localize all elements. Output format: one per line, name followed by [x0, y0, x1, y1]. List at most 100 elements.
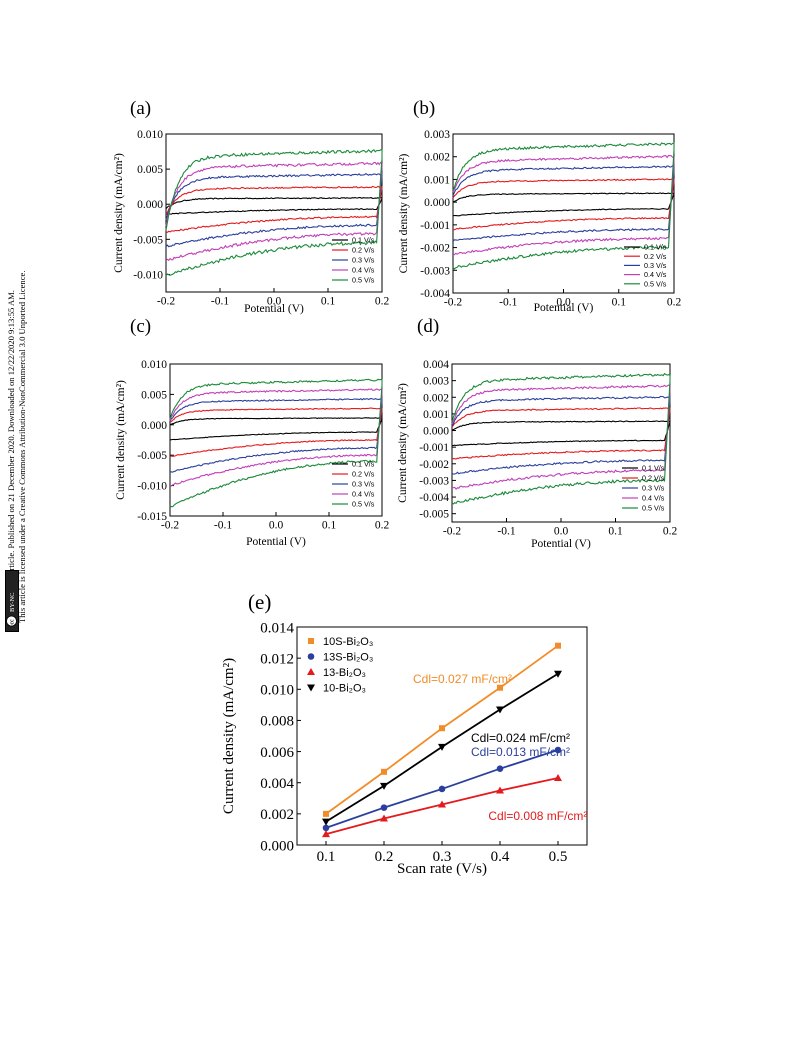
y-axis-label: Current density (mA/cm²) — [113, 153, 125, 273]
legend-entry: 0.5 V/s — [642, 504, 665, 513]
y-tick-label: -0.015 — [137, 511, 167, 523]
y-tick-label: -0.001 — [419, 442, 449, 454]
data-point — [308, 638, 314, 644]
panel-label: (e) — [248, 590, 271, 614]
legend-entry: 0.5 V/s — [644, 279, 667, 288]
data-point — [496, 706, 504, 714]
panel-a: (a) -0.2 -0.1 0.0 0.1 0.2 0.010 0.005 0.000 -0.00… — [113, 98, 390, 315]
y-tick-label: 0.010 — [141, 359, 167, 371]
cc-badge[interactable]: cc BY-NC — [5, 570, 19, 632]
y-tick-label: -0.001 — [420, 220, 450, 232]
y-tick-label: 0.014 — [260, 620, 294, 636]
cc-icon-label: cc — [10, 619, 16, 625]
x-tick-label: 0.2 — [375, 849, 394, 865]
data-point — [381, 768, 387, 775]
x-tick-label: 0.0 — [269, 520, 284, 532]
legend-entry: 0.1 V/s — [352, 460, 375, 469]
y-tick-label: 0.001 — [423, 409, 449, 421]
x-tick-label: -0.1 — [497, 526, 515, 538]
y-tick-label: 0.010 — [137, 129, 163, 141]
y-tick-label: 0.002 — [260, 807, 294, 823]
y-tick-label: -0.005 — [137, 450, 167, 462]
legend-entry: 0.5 V/s — [352, 500, 375, 509]
panel-b: (b) -0.2 -0.1 0.0 0.1 0.2 0.003 0.002 0.001 0.000… — [398, 98, 682, 314]
cv-series-line — [169, 407, 383, 457]
data-point — [554, 774, 562, 782]
x-axis-label: Potential (V) — [534, 302, 594, 314]
legend-entry: 0.4 V/s — [644, 270, 667, 279]
x-tick-label: 0.1 — [317, 849, 336, 865]
y-tick-label: -0.004 — [419, 492, 449, 504]
legend-entry: 0.2 V/s — [352, 246, 375, 255]
data-point — [380, 782, 388, 790]
y-tick-label: -0.010 — [137, 481, 167, 493]
data-point — [438, 743, 446, 751]
x-tick-label: 0.2 — [667, 297, 682, 309]
legend-entry: 0.2 V/s — [642, 474, 665, 483]
x-tick-label: 0.1 — [608, 526, 623, 538]
legend-entry: 0.4 V/s — [642, 494, 665, 503]
data-point — [554, 746, 562, 754]
panel-label: (d) — [417, 316, 439, 337]
y-tick-label: -0.005 — [419, 509, 449, 521]
data-point — [496, 786, 504, 794]
legend-entry: 0.3 V/s — [644, 261, 667, 270]
cc-icon — [6, 615, 17, 627]
y-tick-label: 0.000 — [260, 838, 294, 854]
legend-entry: 0.1 V/s — [644, 243, 667, 252]
license-sidebar-svg: Open Access Article. Published on 21 Dec… — [6, 271, 27, 624]
panel-label: (b) — [413, 98, 435, 119]
y-axis-label: Current density (mA/cm²) — [398, 153, 410, 273]
y-axis-label: Current density (mA/cm²) — [115, 380, 127, 500]
panel-e: (e) 0.1 0.2 0.3 0.4 0.5 0.014 0.012 0.010 0.008 0.… — [221, 590, 588, 877]
cv-series-line — [165, 172, 383, 248]
data-point — [307, 668, 315, 675]
cdl-annotation: Cdl=0.013 mF/cm² — [471, 745, 570, 759]
legend-entry: 0.3 V/s — [352, 256, 375, 265]
x-tick-label: -0.2 — [444, 297, 462, 309]
cv-series-line — [451, 372, 671, 505]
cdl-annotation: Cdl=0.027 mF/cm² — [413, 672, 512, 686]
data-point — [380, 814, 388, 822]
y-tick-label: -0.010 — [133, 269, 163, 281]
cv-series-line — [452, 178, 675, 231]
legend-entry: 0.5 V/s — [352, 276, 375, 285]
data-point — [496, 765, 504, 772]
legend-entry: 0.3 V/s — [642, 484, 665, 493]
y-axis-label: Current density (mA/cm²) — [221, 658, 237, 814]
legend-entry: 10S-Bi₂O₃ — [323, 636, 373, 648]
data-point — [307, 653, 315, 660]
x-tick-label: 0.3 — [433, 849, 452, 865]
y-tick-label: 0.001 — [424, 174, 450, 186]
x-tick-label: 0.2 — [375, 296, 390, 308]
x-axis-label: Potential (V) — [244, 303, 304, 315]
y-tick-label: -0.002 — [420, 243, 450, 255]
y-tick-label: 0.005 — [141, 389, 167, 401]
y-tick-label: 0.012 — [260, 651, 294, 667]
y-tick-label: 0.010 — [260, 683, 294, 699]
data-point — [439, 725, 445, 732]
legend-entry: 13S-Bi₂O₃ — [323, 652, 373, 664]
data-point — [438, 800, 446, 808]
x-tick-label: 0.2 — [375, 520, 390, 532]
legend-entry: 13-Bi₂O₃ — [323, 667, 366, 679]
cc-badge-text: BY-NC — [9, 592, 16, 612]
x-axis-label: Scan rate (V/s) — [397, 861, 487, 877]
x-tick-label: 0.0 — [556, 297, 571, 309]
x-tick-label: -0.2 — [443, 526, 461, 538]
data-point — [380, 804, 388, 811]
cv-series-line — [169, 378, 383, 508]
data-point — [554, 670, 562, 678]
cv-series-line — [165, 161, 383, 262]
x-tick-label: 0.2 — [663, 526, 678, 538]
cdl-annotation: Cdl=0.008 mF/cm² — [488, 809, 587, 823]
cv-series-line — [452, 165, 675, 242]
x-axis-label: Potential (V) — [531, 538, 591, 550]
cv-series-line — [452, 192, 675, 217]
cv-series-line — [165, 185, 383, 233]
x-axis-label: Potential (V) — [246, 536, 306, 548]
cv-series-line — [451, 384, 671, 490]
data-point — [555, 642, 561, 649]
legend-entry: 10-Bi₂O₃ — [323, 683, 366, 695]
license-sidebar: Open Access Article. Published on 21 Dec… — [4, 118, 34, 638]
